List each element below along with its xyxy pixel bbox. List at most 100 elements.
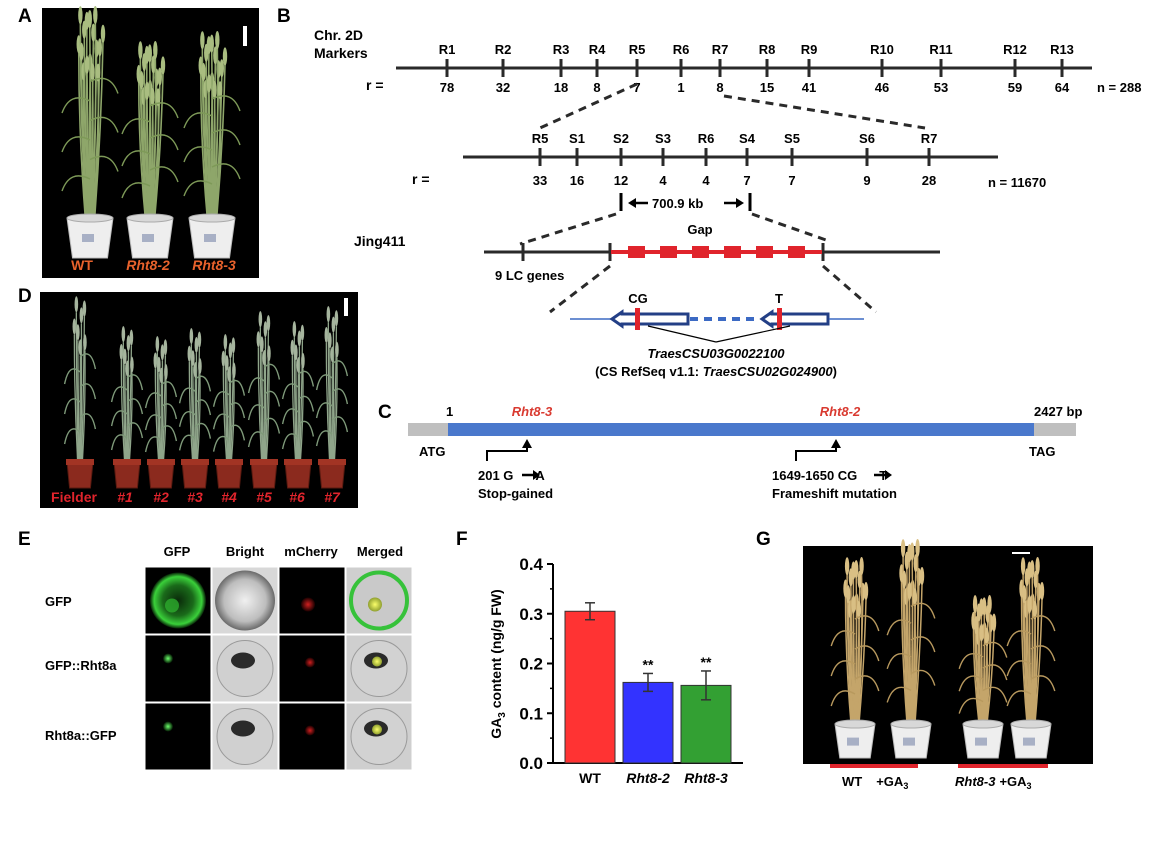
atg-label: ATG: [419, 444, 445, 459]
ear: [863, 581, 869, 600]
pot-label-rht8-2: Rht8-2: [126, 257, 170, 273]
stem: [913, 555, 919, 725]
leaf: [211, 129, 241, 146]
ear: [150, 88, 155, 107]
line-label: #1: [117, 489, 133, 505]
pot: [181, 461, 209, 489]
ear: [72, 318, 77, 335]
pot-decoration: [975, 737, 987, 746]
mutation-right-arrow-icon: [874, 470, 892, 480]
leaf: [263, 417, 281, 434]
marker-name: R1: [439, 42, 456, 57]
ear: [90, 63, 95, 82]
allele-rht8-3: Rht8-3: [512, 404, 553, 419]
recombinant-count: 59: [1008, 80, 1022, 95]
y-label-sub: 3: [497, 712, 508, 718]
row-gfp-rht8a: GFP::Rht8a: [45, 658, 117, 673]
ear: [97, 38, 102, 57]
stem: [82, 79, 88, 219]
leaf: [886, 619, 912, 636]
wheat-plants: [61, 6, 241, 259]
ear: [260, 336, 264, 353]
y-tick-label: 0.2: [519, 655, 543, 674]
stem: [215, 64, 226, 219]
ga3-bar-chart: 0.0 0.1 0.2 0.3 0.4 WT ** Rht8-2 ** Rht8-3: [519, 555, 743, 786]
stem: [852, 612, 856, 725]
ear: [222, 47, 228, 66]
col-mcherry: mCherry: [284, 544, 338, 559]
leaf: [183, 112, 213, 129]
ear: [267, 345, 271, 362]
group-wt: WT +GA3: [842, 774, 908, 791]
group-wt-sub: 3: [903, 781, 908, 791]
stem: [77, 52, 87, 219]
ear: [119, 344, 124, 360]
ear: [326, 306, 331, 323]
ear: [334, 310, 339, 327]
ear: [854, 560, 859, 579]
leaf: [89, 155, 119, 172]
leaf: [211, 163, 241, 180]
stem: [849, 617, 854, 725]
leaf: [910, 669, 936, 686]
col-merged: Merged: [357, 544, 403, 559]
mutation-right-pos: 1649-1650 CG: [772, 468, 857, 483]
line-label: #7: [324, 489, 341, 505]
panel-c: C 1 Rht8-3 Rht8-2 2427 bp ATG TAG 201 G A…: [378, 402, 1082, 501]
ear: [76, 324, 80, 341]
leaf: [178, 434, 196, 451]
pot-rim: [126, 213, 174, 223]
leaf: [281, 408, 299, 425]
pot-decoration: [82, 234, 94, 242]
leaf: [126, 398, 144, 415]
line-label: #3: [187, 489, 203, 505]
stem: [93, 41, 104, 219]
leaf: [247, 431, 265, 448]
micrograph: [278, 634, 346, 703]
mutation-right: 1649-1650 CGT: [772, 468, 887, 483]
ear: [301, 352, 305, 369]
leaf: [1006, 660, 1032, 677]
leaf: [144, 392, 162, 409]
leaf: [263, 390, 281, 407]
stem: [858, 598, 867, 725]
stem: [264, 331, 270, 463]
ear: [1021, 585, 1027, 604]
stem: [900, 581, 908, 725]
micrograph: [345, 634, 413, 703]
marker-name: R7: [712, 42, 729, 57]
leaf: [110, 386, 128, 403]
micrograph: [278, 702, 346, 771]
stem: [1026, 585, 1031, 725]
stem: [230, 378, 235, 463]
stem: [980, 640, 984, 725]
micrograph: [211, 702, 279, 771]
leaf: [183, 146, 213, 163]
stem: [905, 604, 910, 725]
pot: [66, 461, 94, 489]
coarse-r-label: r =: [366, 77, 384, 93]
marker-name: R3: [553, 42, 570, 57]
leaf: [982, 641, 1008, 658]
gap-blocks: [628, 246, 805, 258]
leaf: [178, 411, 196, 427]
y-tick-label: 0.3: [519, 605, 543, 624]
mutation-left-type: Stop-gained: [478, 486, 553, 501]
leaf: [331, 360, 349, 377]
recombinant-count: 9: [863, 173, 870, 188]
ear: [121, 326, 126, 343]
ear: [198, 358, 202, 375]
stem: [210, 51, 214, 219]
marker-name: R13: [1050, 42, 1074, 57]
group-bar-wt: [830, 764, 918, 768]
ear: [991, 613, 997, 632]
stem: [195, 352, 198, 463]
pot: [250, 461, 278, 489]
leaf: [194, 422, 212, 439]
stem: [162, 380, 167, 463]
y-label-main: GA: [488, 718, 504, 739]
zoom-line-left-2: [519, 212, 617, 246]
ear: [856, 601, 862, 620]
leaf: [854, 615, 880, 632]
stem: [332, 332, 335, 463]
